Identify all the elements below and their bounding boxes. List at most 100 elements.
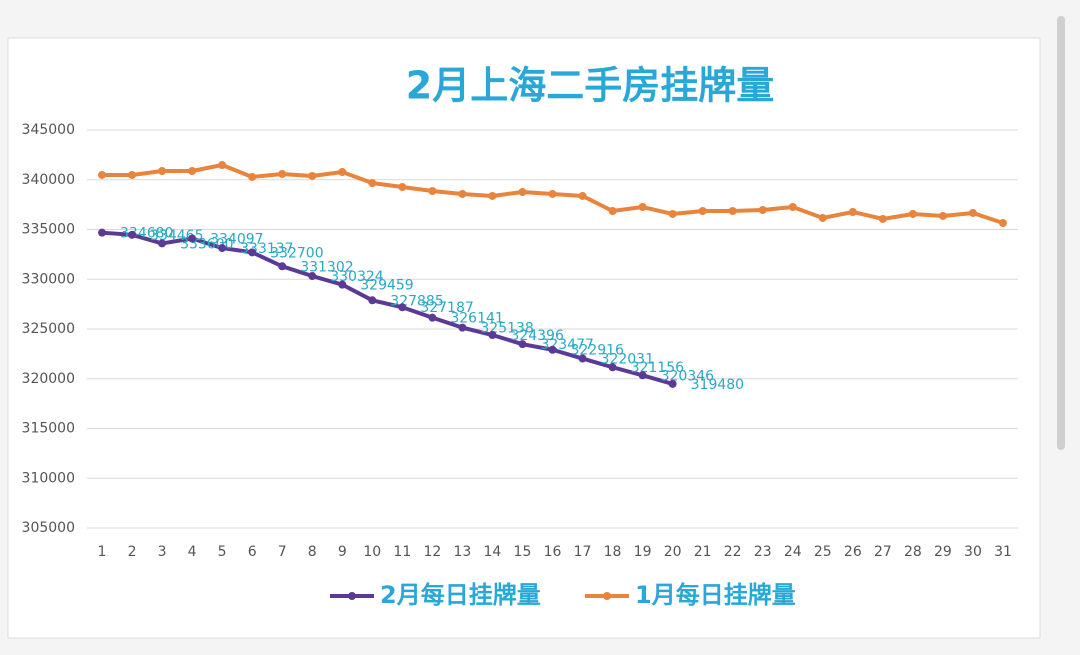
data-label: 334097 <box>210 231 263 247</box>
point <box>128 170 137 179</box>
data-label: 327187 <box>420 300 473 316</box>
x-tick-label: 3 <box>158 544 167 560</box>
point <box>638 203 647 212</box>
x-tick-label: 23 <box>754 544 772 560</box>
point <box>668 209 677 218</box>
point <box>548 189 557 198</box>
x-tick-label: 19 <box>634 544 652 560</box>
point <box>668 379 677 388</box>
x-tick-label: 17 <box>574 544 592 560</box>
y-tick-label: 310000 <box>22 470 75 486</box>
y-tick-label: 320000 <box>22 371 75 387</box>
point <box>488 331 497 340</box>
chart-card <box>7 37 1041 639</box>
point <box>98 170 107 179</box>
point <box>818 213 827 222</box>
x-tick-label: 10 <box>363 544 381 560</box>
point <box>608 363 617 372</box>
y-tick-label: 335000 <box>22 222 75 238</box>
legend-label: 1月每日挂牌量 <box>635 581 796 609</box>
point <box>728 206 737 215</box>
point <box>578 191 587 200</box>
x-tick-label: 13 <box>453 544 471 560</box>
point <box>188 234 197 243</box>
point <box>518 187 527 196</box>
x-tick-label: 31 <box>994 544 1012 560</box>
point <box>458 323 467 332</box>
point <box>188 166 197 175</box>
x-tick-label: 27 <box>874 544 892 560</box>
scrollbar <box>1057 16 1065 450</box>
x-tick-label: 6 <box>248 544 257 560</box>
x-tick-label: 9 <box>338 544 347 560</box>
legend-marker <box>603 592 611 600</box>
point <box>248 248 257 257</box>
data-label: 324396 <box>510 328 564 344</box>
legend-marker <box>348 592 356 600</box>
point <box>338 167 347 176</box>
data-label: 322916 <box>571 343 625 359</box>
x-tick-label: 11 <box>393 544 411 560</box>
x-tick-label: 12 <box>423 544 441 560</box>
point <box>158 166 167 175</box>
point <box>308 171 317 180</box>
point <box>278 169 287 178</box>
x-tick-label: 29 <box>934 544 952 560</box>
y-tick-label: 340000 <box>22 172 75 188</box>
x-tick-label: 15 <box>514 544 532 560</box>
point <box>218 161 227 170</box>
y-tick-label: 305000 <box>22 520 75 536</box>
point <box>458 189 467 198</box>
point <box>428 313 437 322</box>
x-tick-label: 7 <box>278 544 287 560</box>
point <box>338 280 347 289</box>
point <box>398 183 407 192</box>
x-tick-label: 8 <box>308 544 317 560</box>
x-tick-label: 5 <box>218 544 227 560</box>
y-tick-label: 345000 <box>22 122 75 138</box>
point <box>248 172 257 181</box>
point <box>608 206 617 215</box>
chart-title: 2月上海二手房挂牌量 <box>406 64 774 108</box>
x-tick-label: 22 <box>724 544 742 560</box>
point <box>518 340 527 349</box>
x-tick-label: 26 <box>844 544 862 560</box>
point <box>938 211 947 220</box>
data-label: 332700 <box>270 245 323 261</box>
point <box>368 179 377 188</box>
point <box>398 303 407 312</box>
x-tick-label: 2 <box>128 544 137 560</box>
x-tick-label: 4 <box>188 544 197 560</box>
series-line <box>101 230 674 386</box>
x-tick-label: 20 <box>664 544 682 560</box>
point <box>848 207 857 216</box>
x-tick-label: 24 <box>784 544 802 560</box>
point <box>278 262 287 271</box>
point <box>548 345 557 354</box>
point <box>488 191 497 200</box>
x-tick-label: 21 <box>694 544 712 560</box>
point <box>968 208 977 217</box>
x-tick-label: 1 <box>98 544 107 560</box>
point <box>368 296 377 305</box>
y-tick-label: 325000 <box>22 321 75 337</box>
x-tick-label: 16 <box>544 544 562 560</box>
point <box>758 205 767 214</box>
data-label: 329459 <box>360 278 413 294</box>
point <box>218 244 227 253</box>
y-tick-label: 315000 <box>22 421 75 437</box>
point <box>998 219 1007 228</box>
data-label: 319480 <box>691 377 744 393</box>
point <box>698 206 707 215</box>
x-tick-label: 28 <box>904 544 922 560</box>
point <box>308 272 317 281</box>
x-tick-label: 18 <box>604 544 622 560</box>
x-tick-label: 30 <box>964 544 982 560</box>
x-tick-label: 14 <box>484 544 502 560</box>
point <box>428 186 437 195</box>
data-label: 326141 <box>450 311 503 327</box>
point <box>788 203 797 212</box>
point <box>908 209 917 218</box>
